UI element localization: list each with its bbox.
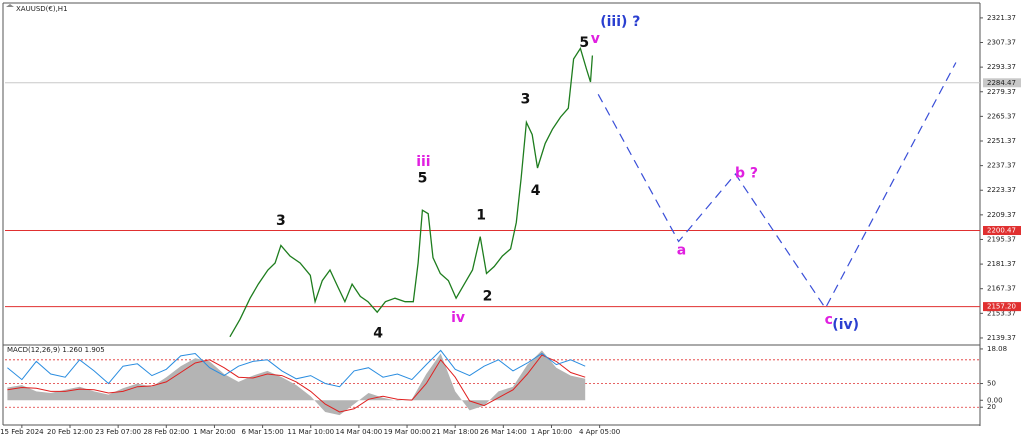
y-tick-label: 2279.37 bbox=[987, 88, 1016, 96]
x-tick-label: 15 Feb 2024 bbox=[0, 428, 44, 436]
y-tick-label: 0.00 bbox=[987, 396, 1003, 404]
x-tick-label: 1 Mar 20:00 bbox=[193, 428, 235, 436]
y-tick-label: 2321.37 bbox=[987, 14, 1016, 22]
price-tag bbox=[983, 226, 1021, 236]
wave-label: 4 bbox=[531, 183, 541, 199]
wave-label: iv bbox=[451, 310, 465, 326]
x-tick-label: 23 Feb 07:00 bbox=[95, 428, 141, 436]
y-tick-label: 2223.37 bbox=[987, 186, 1016, 194]
y-tick-label: 50 bbox=[987, 380, 996, 388]
y-tick-label: 2307.37 bbox=[987, 39, 1016, 47]
chart-title: XAUUSD(€),H1 bbox=[16, 5, 68, 13]
y-tick-label: 2139.37 bbox=[987, 334, 1016, 342]
wave-label: (iv) bbox=[832, 317, 859, 333]
y-tick-label: 18.08 bbox=[987, 345, 1007, 353]
wave-label: 4 bbox=[373, 325, 383, 341]
y-tick-label: 20 bbox=[987, 403, 996, 411]
wave-label: 2 bbox=[483, 288, 493, 304]
x-tick-label: 28 Feb 02:00 bbox=[143, 428, 189, 436]
wave-projection bbox=[597, 62, 957, 310]
y-tick-label: 2237.37 bbox=[987, 162, 1016, 170]
wave-label: 5 bbox=[579, 35, 589, 51]
x-tick-label: 1 Apr 10:00 bbox=[531, 428, 572, 436]
price-tag-label: 2157.20 bbox=[987, 303, 1016, 311]
y-tick-label: 2293.37 bbox=[987, 63, 1016, 71]
wave-label: b ? bbox=[735, 165, 758, 181]
y-tick-label: 2181.37 bbox=[987, 260, 1016, 268]
histogram-area bbox=[7, 350, 586, 416]
x-tick-label: 6 Mar 15:00 bbox=[241, 428, 283, 436]
indicator-line bbox=[7, 349, 586, 388]
wave-label: a bbox=[677, 243, 686, 259]
wave-label: 3 bbox=[276, 213, 286, 229]
price-tag bbox=[983, 78, 1021, 88]
indicator-line bbox=[7, 354, 586, 413]
x-tick-label: 14 Mar 04:00 bbox=[336, 428, 383, 436]
price-line-series bbox=[229, 46, 594, 338]
wave-label: c bbox=[825, 312, 833, 328]
price-tag-label: 2284.47 bbox=[987, 79, 1016, 87]
wave-label: 1 bbox=[476, 208, 486, 224]
symbol-icon bbox=[6, 4, 14, 7]
y-tick-label: 2209.37 bbox=[987, 211, 1016, 219]
wave-label: 5 bbox=[418, 171, 428, 187]
x-tick-label: 21 Mar 18:00 bbox=[432, 428, 479, 436]
price-tag bbox=[983, 302, 1021, 312]
price-tag-label: 2200.47 bbox=[987, 227, 1016, 235]
wave-label: iii bbox=[416, 154, 430, 170]
wave-label: (iii) ? bbox=[600, 14, 640, 30]
x-tick-label: 4 Apr 05:00 bbox=[579, 428, 620, 436]
x-tick-label: 20 Feb 12:00 bbox=[47, 428, 93, 436]
y-tick-label: 2265.37 bbox=[987, 112, 1016, 120]
wave-label: v bbox=[591, 31, 600, 47]
indicator-title: MACD(12,26,9) 1.260 1.905 bbox=[7, 346, 105, 354]
y-tick-label: 2167.37 bbox=[987, 285, 1016, 293]
x-tick-label: 19 Mar 00:00 bbox=[384, 428, 431, 436]
wave-label: 3 bbox=[521, 91, 531, 107]
y-tick-label: 2251.37 bbox=[987, 137, 1016, 145]
y-tick-label: 2153.37 bbox=[987, 309, 1016, 317]
x-tick-label: 26 Mar 14:00 bbox=[480, 428, 527, 436]
x-tick-label: 11 Mar 10:00 bbox=[287, 428, 334, 436]
y-tick-label: 2195.37 bbox=[987, 235, 1016, 243]
